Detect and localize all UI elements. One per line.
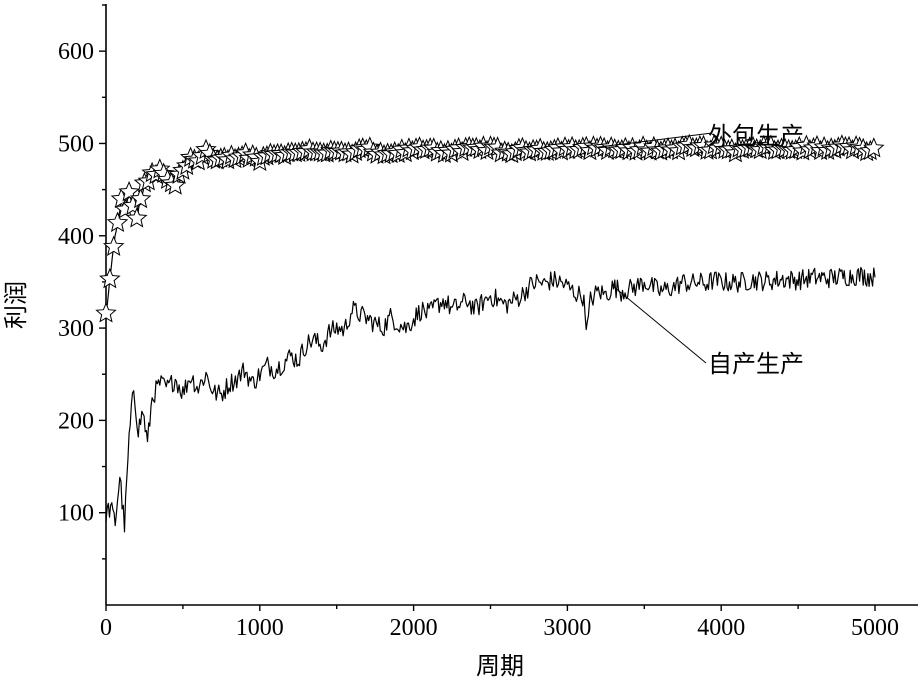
x-tick-label: 4000	[697, 615, 745, 641]
x-tick-label: 3000	[543, 615, 591, 641]
annotation-leader-line	[598, 132, 713, 148]
x-axis-label: 周期	[476, 652, 524, 679]
star-marker	[106, 211, 129, 233]
y-tick-label: 500	[58, 131, 94, 157]
x-tick-label: 2000	[390, 615, 438, 641]
series-line	[105, 266, 876, 533]
star-marker	[99, 267, 121, 289]
series-line	[105, 144, 876, 314]
annotation: 外包生产	[598, 122, 804, 150]
y-tick-label: 100	[58, 501, 94, 527]
annotation-leader-line	[613, 286, 707, 364]
star-marker	[95, 302, 117, 323]
star-marker	[118, 180, 140, 202]
y-tick-label: 300	[58, 316, 94, 342]
x-tick-label: 0	[100, 615, 112, 641]
star-marker	[863, 137, 885, 158]
y-axis-label: 利润	[2, 281, 30, 329]
axes	[105, 4, 918, 606]
series-in-house	[105, 266, 876, 533]
y-tick-label: 200	[58, 408, 94, 434]
star-marker	[102, 235, 125, 256]
series-layer	[95, 133, 885, 533]
annotation: 自产生产	[613, 286, 804, 378]
annotation-label: 外包生产	[708, 122, 804, 150]
x-tick-label: 1000	[236, 615, 284, 641]
star-marker	[125, 207, 148, 228]
y-tick-label: 600	[58, 39, 94, 65]
series-outsourcing	[95, 133, 885, 323]
star-marker	[164, 174, 186, 195]
annotation-label: 自产生产	[708, 350, 804, 378]
x-tick-label: 5000	[851, 615, 899, 641]
ticks: 0 1000 2000 3000 4000 5000 100 200 300 400 500 600	[58, 4, 899, 641]
star-marker	[129, 187, 152, 209]
y-tick-label: 400	[58, 224, 94, 250]
